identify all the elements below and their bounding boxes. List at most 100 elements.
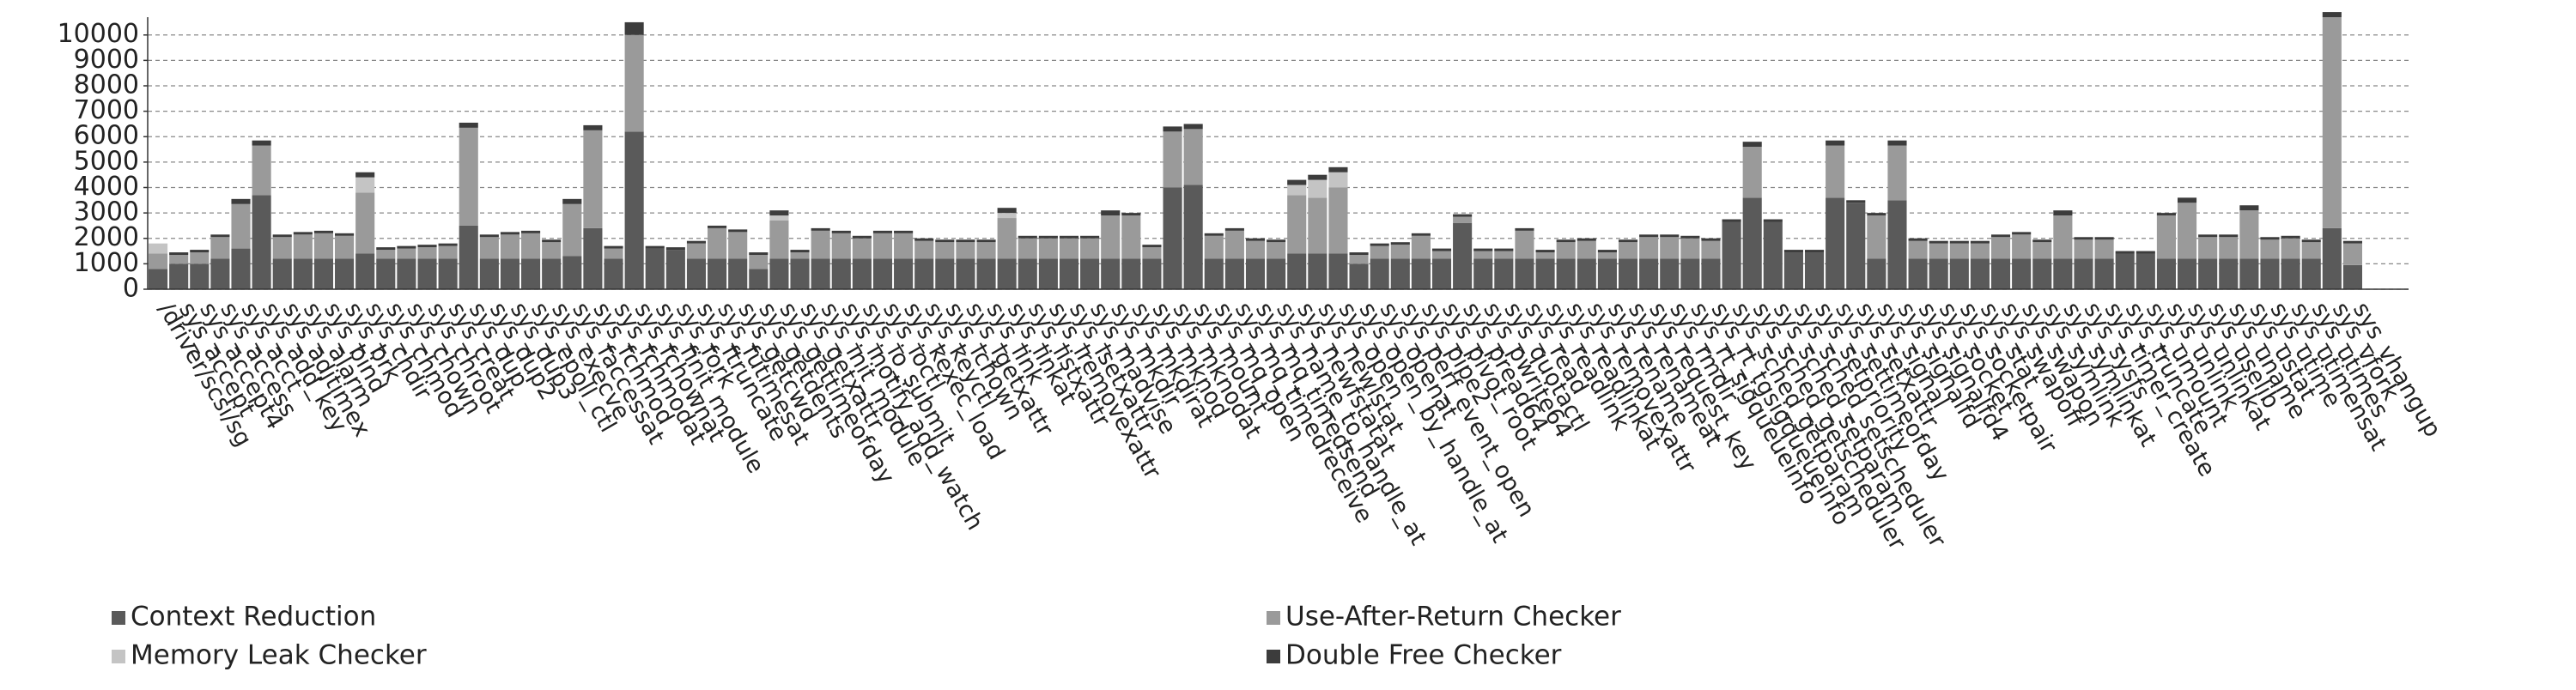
bar-segment <box>1887 145 1907 201</box>
bar-segment <box>1163 131 1182 188</box>
bar-segment <box>645 245 665 249</box>
bar-segment <box>1556 239 1576 243</box>
bar-segment <box>376 258 396 289</box>
bar-segment <box>210 234 230 238</box>
bar-segment <box>2053 215 2073 259</box>
bar-segment <box>1308 174 1327 180</box>
bar-segment <box>1970 243 1990 259</box>
bar-segment <box>355 192 375 254</box>
bar-segment <box>500 234 520 259</box>
bar-segment <box>1080 235 1100 239</box>
bar-segment <box>1370 243 1389 246</box>
y-tick-label: 3000 <box>74 197 139 227</box>
bar-segment <box>2094 258 2114 289</box>
legend-label: Memory Leak Checker <box>131 640 427 671</box>
bar-segment <box>914 238 934 241</box>
bar-segment <box>397 248 416 259</box>
bar-segment <box>1018 258 1037 289</box>
bar-segment <box>149 253 168 269</box>
bar-segment <box>2219 234 2239 238</box>
bar-segment <box>1163 187 1182 289</box>
bar-segment <box>769 215 789 221</box>
bar-segment <box>2219 237 2239 259</box>
bar-segment <box>1577 238 1596 241</box>
bar-segment <box>728 258 748 289</box>
bar-segment <box>1411 258 1431 289</box>
bar-segment <box>811 230 830 259</box>
bar-segment <box>1535 258 1555 289</box>
bar-segment <box>335 233 355 236</box>
bar-segment <box>790 252 810 259</box>
bar-segment <box>1328 172 1348 188</box>
bar-segment <box>335 235 355 259</box>
bar-segment <box>521 233 541 259</box>
bar-segment <box>1577 240 1596 259</box>
y-tick-label: 8000 <box>74 70 139 100</box>
bar-segment <box>1908 238 1928 241</box>
bar-segment <box>1390 245 1410 259</box>
bar-segment <box>252 195 271 289</box>
bar-segment <box>728 232 748 259</box>
bar-segment <box>790 250 810 253</box>
legend-swatch <box>112 650 125 663</box>
bar-segment <box>1929 258 1948 289</box>
bar-segment <box>2156 215 2176 259</box>
bar-segment <box>997 218 1017 259</box>
bar-segment <box>1121 258 1141 289</box>
bar-segment <box>231 203 251 249</box>
bar-segment <box>417 245 437 248</box>
bar-segment <box>2260 239 2280 259</box>
bar-segment <box>1142 245 1162 248</box>
bar-segment <box>459 122 478 128</box>
bar-segment <box>583 130 603 228</box>
bar-segment <box>1577 258 1596 289</box>
legend-swatch <box>1267 650 1280 663</box>
bar-segment <box>831 230 851 233</box>
bar-segment <box>2198 237 2218 259</box>
bar-segment <box>2012 232 2032 235</box>
bar-segment <box>521 230 541 233</box>
bar-segment <box>976 239 996 243</box>
bar-segment <box>1763 221 1783 289</box>
bar-segment <box>1826 197 1845 289</box>
bar-segment <box>2053 210 2073 216</box>
bar-segment <box>1224 258 1244 289</box>
bar-segment <box>1826 145 1845 198</box>
bar-segment <box>1722 221 1741 289</box>
bar-segment <box>1660 234 1680 238</box>
bar-segment <box>708 227 727 259</box>
bar-segment <box>1949 240 1969 244</box>
bar-segment <box>1618 258 1638 289</box>
bar-segment <box>313 230 334 233</box>
bar-segment <box>355 253 375 289</box>
bar-segment <box>397 258 416 289</box>
bar-segment <box>1349 255 1369 264</box>
bar-segment <box>1121 213 1141 216</box>
bar-segment <box>894 258 914 289</box>
bar-segment <box>1308 197 1327 254</box>
bar-segment <box>1970 240 1990 244</box>
bar-segment <box>2198 258 2218 289</box>
bar-segment <box>2094 237 2114 240</box>
bar-segment <box>2322 12 2342 17</box>
bar-segment <box>1722 219 1741 222</box>
y-tick-label: 7000 <box>74 95 139 125</box>
bar-segment <box>852 235 872 239</box>
bar-segment <box>894 230 914 233</box>
bar-segment <box>1804 250 1825 253</box>
bar-segment <box>562 203 582 257</box>
bar-segment <box>604 245 623 249</box>
bar-segment <box>1101 215 1121 259</box>
bar-segment <box>749 252 769 256</box>
bar-segment <box>1846 200 1866 203</box>
bar-segment <box>293 232 313 235</box>
bar-segment <box>1535 252 1555 259</box>
bar-segment <box>811 258 830 289</box>
bar-segment <box>1183 124 1203 130</box>
y-tick-label: 5000 <box>74 146 139 176</box>
bar-segment <box>2322 17 2342 228</box>
bar-segment <box>1597 252 1617 259</box>
bar-segment <box>1473 248 1493 251</box>
bar-segment <box>1867 215 1886 259</box>
bar-segment <box>149 269 168 289</box>
